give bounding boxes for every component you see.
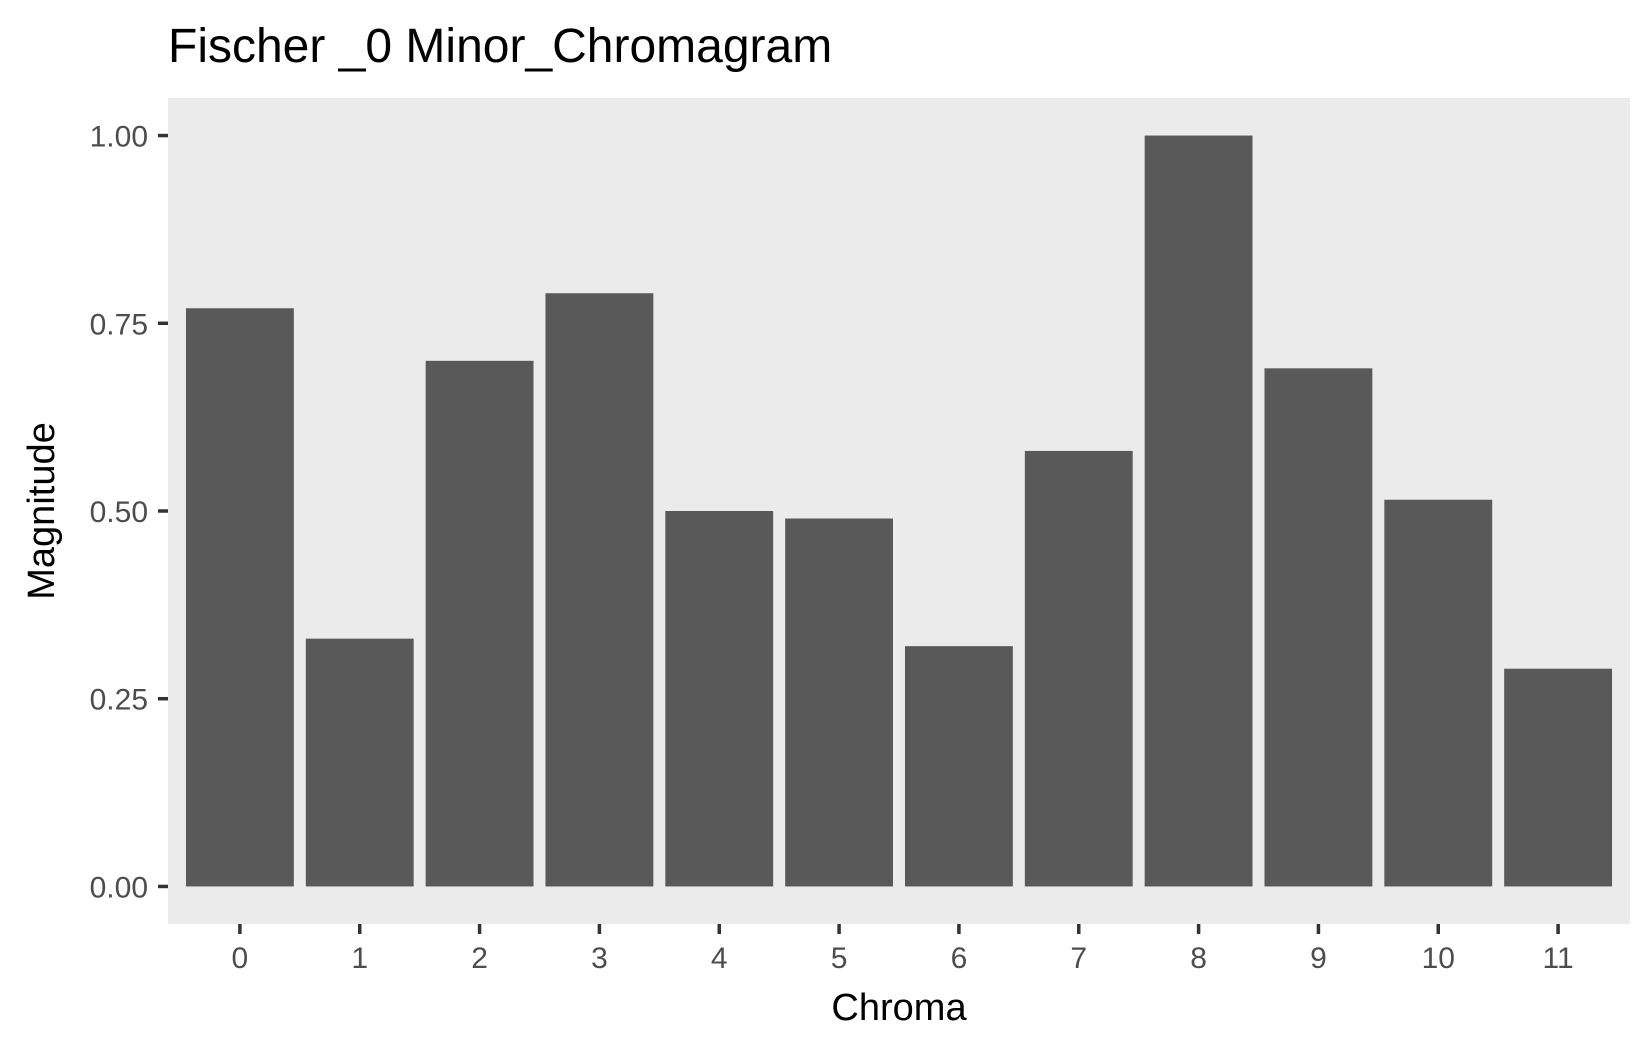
y-tick-label: 1.00: [90, 121, 148, 154]
bar-chroma-4: [665, 511, 774, 887]
bar-chroma-2: [425, 360, 534, 887]
bar-chroma-3: [545, 293, 654, 887]
y-axis: 0.00 0.25 0.50 0.75 1.00: [90, 121, 168, 904]
bar-chroma-8: [1144, 135, 1253, 887]
x-tick-label: 7: [1070, 942, 1087, 975]
bars-layer: [185, 135, 1613, 887]
x-tick-label: 6: [951, 942, 968, 975]
y-tick-label: 0.75: [90, 308, 148, 341]
x-tick-label: 8: [1190, 942, 1207, 975]
x-tick-label: 3: [591, 942, 608, 975]
x-tick-label: 10: [1422, 942, 1455, 975]
bar-chroma-9: [1264, 368, 1373, 887]
bar-chroma-1: [305, 638, 414, 887]
bar-chroma-5: [785, 518, 894, 887]
x-tick-label: 9: [1310, 942, 1327, 975]
x-axis: 0 1 2 3 4 5 6 7 8 9 10 11: [232, 924, 1574, 975]
bar-chroma-10: [1384, 499, 1493, 887]
chart-title: Fischer _0 Minor_Chromagram: [168, 20, 832, 73]
x-tick-label: 2: [471, 942, 488, 975]
x-tick-label: 1: [351, 942, 368, 975]
x-tick-label: 5: [831, 942, 848, 975]
bar-chroma-11: [1504, 668, 1613, 887]
x-tick-label: 0: [232, 942, 249, 975]
x-axis-title: Chroma: [831, 987, 967, 1029]
y-tick-label: 0.50: [90, 496, 148, 529]
bar-chroma-7: [1024, 450, 1133, 887]
x-tick-label: 11: [1543, 942, 1574, 975]
y-tick-label: 0.25: [90, 684, 148, 717]
y-axis-title: Magnitude: [21, 422, 63, 599]
x-tick-label: 4: [711, 942, 728, 975]
bar-chroma-6: [904, 646, 1013, 887]
y-tick-label: 0.00: [90, 871, 148, 904]
bar-chroma-0: [185, 308, 294, 887]
